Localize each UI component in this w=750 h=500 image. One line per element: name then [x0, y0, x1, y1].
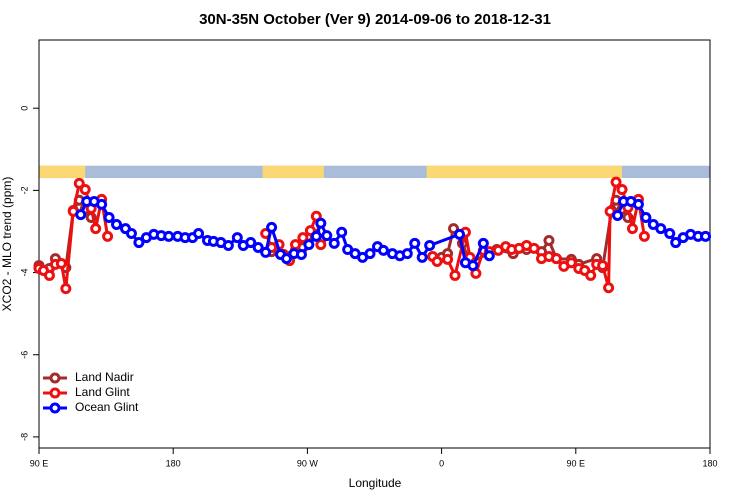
- data-point: [655, 223, 667, 235]
- data-point: [670, 237, 682, 249]
- data-point: [442, 253, 454, 265]
- data-point: [453, 228, 465, 240]
- data-point: [640, 211, 652, 223]
- data-point: [543, 235, 555, 247]
- data-point: [610, 176, 622, 188]
- data-point: [231, 232, 243, 244]
- land-band: [262, 165, 324, 179]
- data-point: [449, 269, 461, 281]
- y-tick-label: -2: [19, 186, 29, 194]
- data-point: [90, 223, 102, 235]
- y-axis-label: XCO2 - MLO trend (ppm): [0, 177, 14, 312]
- data-point: [103, 211, 115, 223]
- plot-frame: [38, 39, 711, 449]
- data-point: [133, 237, 145, 249]
- data-point: [303, 239, 315, 251]
- land-band: [426, 165, 623, 179]
- legend-marker: [49, 372, 61, 384]
- data-point: [664, 228, 676, 240]
- x-tick-label: 180: [702, 458, 717, 468]
- data-point: [603, 282, 615, 294]
- legend-label: Ocean Glint: [75, 400, 139, 414]
- data-point: [364, 248, 376, 260]
- data-point: [616, 184, 628, 196]
- data-point: [565, 257, 577, 269]
- data-point: [431, 255, 443, 267]
- data-point: [295, 248, 307, 260]
- data-point: [477, 237, 489, 249]
- data-point: [321, 230, 333, 242]
- data-point: [550, 253, 562, 265]
- legend-label: Land Nadir: [75, 370, 134, 384]
- data-point: [310, 230, 322, 242]
- data-point: [96, 198, 108, 210]
- data-point: [193, 228, 205, 240]
- data-point: [43, 269, 55, 281]
- data-point: [266, 221, 278, 233]
- data-point: [315, 239, 327, 251]
- data-point: [60, 283, 72, 295]
- data-point: [409, 237, 421, 249]
- data-point: [483, 250, 495, 262]
- chart-title: 30N-35N October (Ver 9) 2014-09-06 to 20…: [199, 11, 551, 28]
- data-point: [260, 246, 272, 258]
- land-band: [39, 165, 86, 179]
- data-point: [75, 209, 87, 221]
- data-point: [55, 258, 67, 270]
- data-point: [626, 223, 638, 235]
- data-point: [289, 239, 301, 251]
- data-point: [281, 253, 293, 265]
- data-point: [111, 218, 123, 230]
- data-point: [377, 244, 389, 256]
- data-point: [336, 226, 348, 238]
- y-tick-label: 0: [19, 106, 29, 111]
- data-point: [297, 232, 309, 244]
- data-point: [79, 184, 91, 196]
- legend-marker: [49, 387, 61, 399]
- y-tick-label: -6: [19, 351, 29, 359]
- data-point: [315, 217, 327, 229]
- data-point: [245, 237, 257, 249]
- data-point: [424, 239, 436, 251]
- x-tick-label: 90 W: [297, 458, 319, 468]
- data-point: [638, 230, 650, 242]
- y-tick-label: -8: [19, 433, 29, 441]
- data-point: [585, 269, 597, 281]
- data-point: [125, 228, 137, 240]
- data-point: [700, 230, 712, 242]
- data-point: [222, 239, 234, 251]
- data-point: [102, 230, 114, 242]
- x-tick-label: 0: [439, 458, 444, 468]
- data-point: [528, 242, 540, 254]
- data-point: [252, 241, 264, 253]
- data-point: [401, 248, 413, 260]
- data-point: [632, 198, 644, 210]
- data-point: [328, 237, 340, 249]
- y-tick-label: -4: [19, 269, 29, 277]
- data-point: [163, 230, 175, 242]
- data-point: [467, 260, 479, 272]
- legend-label: Land Glint: [75, 385, 130, 399]
- data-point: [612, 209, 624, 221]
- data-point: [597, 260, 609, 272]
- data-point: [416, 251, 428, 263]
- x-axis-label: Longitude: [349, 476, 402, 490]
- legend-marker: [49, 402, 61, 414]
- x-tick-label: 90 E: [567, 458, 586, 468]
- data-point: [73, 177, 85, 189]
- x-tick-label: 180: [166, 458, 181, 468]
- x-tick-label: 90 E: [30, 458, 49, 468]
